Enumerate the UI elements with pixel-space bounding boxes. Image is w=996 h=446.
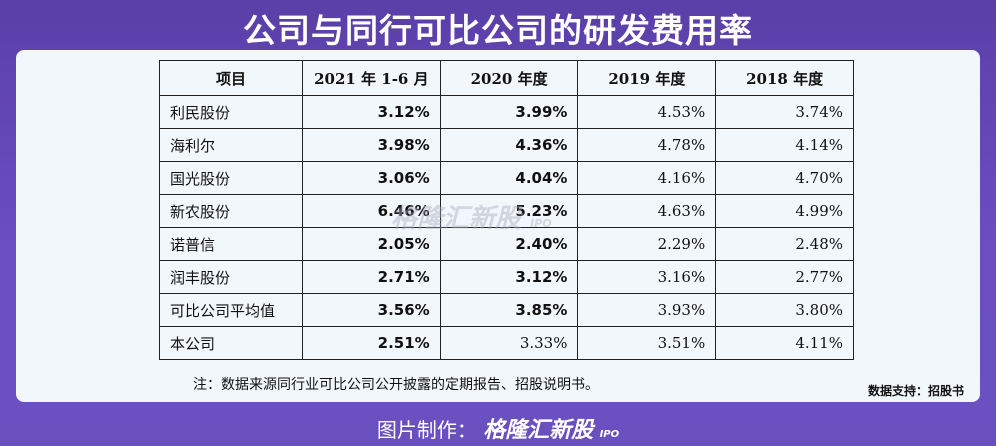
cell-2018: 4.99%: [715, 194, 854, 228]
table-row: 海利尔 3.98% 4.36% 4.78% 4.14%: [159, 128, 854, 162]
company-name: 可比公司平均值: [159, 293, 303, 327]
cell-2021h1: 3.06%: [301, 161, 441, 195]
cell-2019: 4.16%: [577, 161, 717, 195]
company-name: 海利尔: [159, 128, 303, 162]
page-title: 公司与同行可比公司的研发费用率: [243, 11, 753, 50]
data-support-label: 数据支持：招股书: [867, 384, 964, 398]
header-2020: 2020 年度: [439, 60, 579, 96]
footer-credit: 图片制作： 格隆汇新股 IPO: [0, 412, 996, 444]
cell-2020: 4.36%: [439, 128, 579, 162]
table-row: 利民股份 3.12% 3.99% 4.53% 3.74%: [159, 95, 854, 129]
table-row: 可比公司平均值 3.56% 3.85% 3.93% 3.80%: [159, 293, 854, 327]
company-name: 润丰股份: [159, 260, 303, 294]
company-name: 新农股份: [159, 194, 303, 228]
table-row: 润丰股份 2.71% 3.12% 3.16% 2.77%: [159, 260, 854, 294]
cell-2018: 2.48%: [715, 227, 854, 261]
watermark-tag: IPO: [530, 217, 552, 230]
cell-2020: 3.99%: [439, 95, 579, 129]
table-header-row: 项目 2021 年 1-6 月 2020 年度 2019 年度 2018 年度: [159, 60, 854, 96]
footer-brand-logo: 格隆汇新股: [483, 418, 594, 443]
cell-2019: 4.53%: [577, 95, 717, 129]
cell-2020: 4.04%: [439, 161, 579, 195]
watermark-brand: 格隆汇新股: [391, 204, 522, 234]
cell-2020: 3.33%: [439, 326, 579, 360]
watermark-logo: 格隆汇新股 IPO: [391, 198, 552, 235]
company-name: 利民股份: [159, 95, 303, 129]
cell-2019: 3.16%: [577, 260, 717, 294]
cell-2019: 3.51%: [577, 326, 717, 360]
table-row: 诺普信 2.05% 2.40% 2.29% 2.48%: [159, 227, 854, 261]
content-panel: 项目 2021 年 1-6 月 2020 年度 2019 年度 2018 年度 …: [16, 50, 980, 402]
cell-2019: 4.63%: [577, 194, 717, 228]
cell-2018: 4.14%: [715, 128, 854, 162]
table-row: 新农股份 6.46% 5.23% 4.63% 4.99%: [159, 194, 854, 228]
cell-2020: 2.40%: [439, 227, 579, 261]
cell-2020: 3.12%: [439, 260, 579, 294]
cell-2018: 3.80%: [715, 293, 854, 327]
cell-2021h1: 3.98%: [301, 128, 441, 162]
cell-2020: 3.85%: [439, 293, 579, 327]
cell-2018: 2.77%: [715, 260, 854, 294]
cell-2019: 3.93%: [577, 293, 717, 327]
cell-2021h1: 3.56%: [301, 293, 441, 327]
cell-2018: 4.70%: [715, 161, 854, 195]
company-name: 本公司: [159, 326, 303, 360]
cell-2019: 4.78%: [577, 128, 717, 162]
cell-2018: 3.74%: [715, 95, 854, 129]
footer-tag: IPO: [599, 429, 620, 440]
cell-2021h1: 3.12%: [301, 95, 441, 129]
table-row: 国光股份 3.06% 4.04% 4.16% 4.70%: [159, 161, 854, 195]
table-row: 本公司 2.51% 3.33% 3.51% 4.11%: [159, 326, 854, 360]
header-2019: 2019 年度: [577, 60, 717, 96]
rd-expense-table: 项目 2021 年 1-6 月 2020 年度 2019 年度 2018 年度 …: [159, 60, 854, 360]
source-note: 注：数据来源同行业可比公司公开披露的定期报告、招股说明书。: [193, 377, 599, 393]
cell-2021h1: 2.51%: [301, 326, 441, 360]
cell-2018: 4.11%: [715, 326, 854, 360]
company-name: 诺普信: [159, 227, 303, 261]
header-item: 项目: [159, 60, 303, 96]
cell-2019: 2.29%: [577, 227, 717, 261]
company-name: 国光股份: [159, 161, 303, 195]
header-2018: 2018 年度: [715, 60, 854, 96]
footer-label: 图片制作：: [376, 418, 477, 442]
header-2021h1: 2021 年 1-6 月: [301, 60, 441, 96]
cell-2021h1: 2.71%: [301, 260, 441, 294]
cell-2021h1: 2.05%: [301, 227, 441, 261]
